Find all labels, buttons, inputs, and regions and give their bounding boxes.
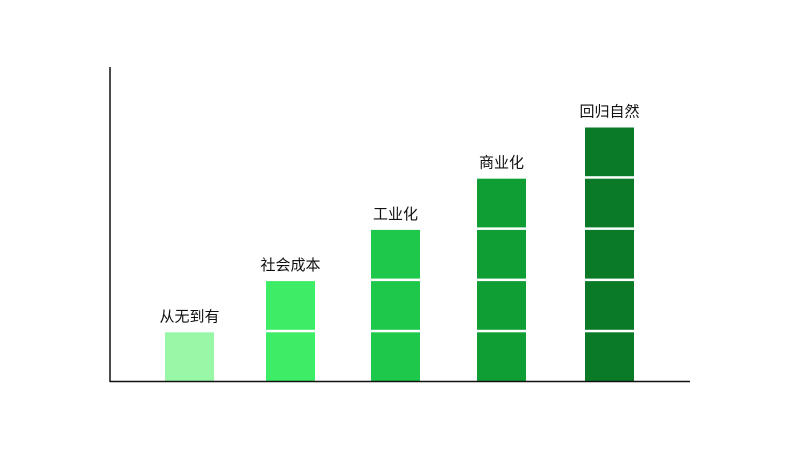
- bar-block: [266, 281, 315, 330]
- bar-block: [477, 178, 526, 228]
- bar-label: 商业化: [479, 154, 524, 172]
- bar-block: [371, 332, 420, 381]
- bar-label: 工业化: [373, 205, 418, 223]
- bar-block: [371, 229, 420, 279]
- bar-label: 回归自然: [579, 103, 639, 121]
- bar-label: 从无到有: [159, 307, 219, 325]
- bar-block: [477, 332, 526, 381]
- bar-block: [585, 332, 634, 381]
- bar-block: [477, 281, 526, 330]
- bar-label: 社会成本: [260, 256, 320, 274]
- bar-block: [165, 332, 214, 381]
- bar-2: 社会成本: [260, 256, 321, 381]
- bar-block: [477, 229, 526, 279]
- bar-block: [585, 281, 634, 330]
- bar-5: 回归自然: [579, 103, 640, 381]
- bar-3: 工业化: [371, 205, 420, 381]
- bar-4: 商业化: [477, 154, 526, 381]
- bar-block: [371, 281, 420, 330]
- bar-block: [585, 178, 634, 228]
- bar-1: 从无到有: [159, 307, 220, 381]
- bar-block: [585, 229, 634, 279]
- bar-block: [585, 127, 634, 177]
- bar-block: [266, 332, 315, 381]
